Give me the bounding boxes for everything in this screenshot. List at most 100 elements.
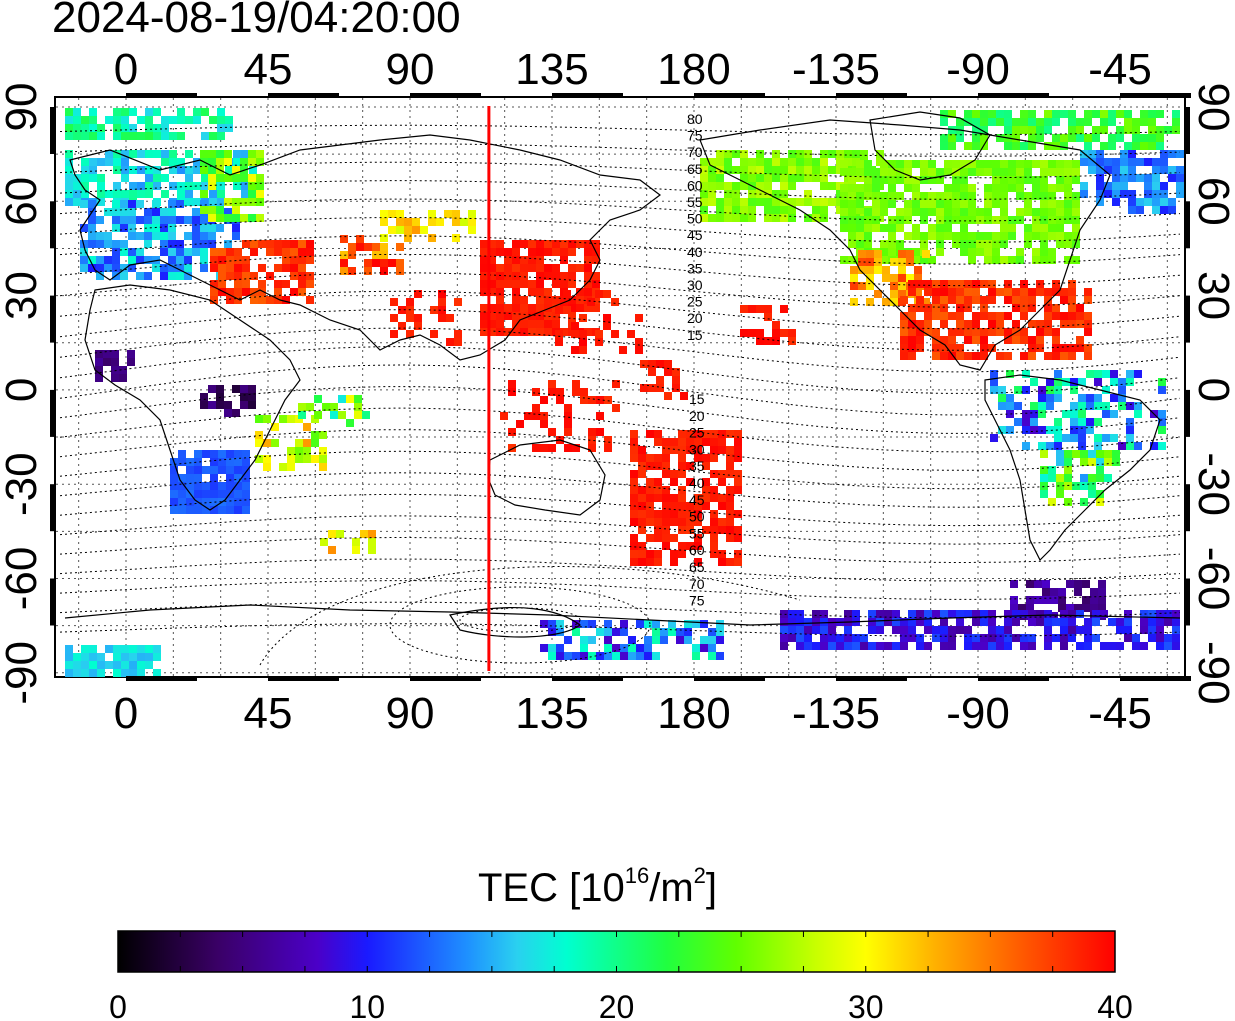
tec-cell	[298, 256, 306, 264]
tec-cell	[906, 258, 914, 266]
tec-cell	[980, 296, 988, 304]
contour-line	[59, 180, 1181, 200]
tec-cell	[972, 352, 980, 360]
tec-cell	[788, 150, 796, 158]
tec-cell	[250, 248, 258, 256]
tec-cell	[980, 134, 988, 142]
tec-cell	[1032, 160, 1040, 168]
tec-cell	[248, 385, 256, 393]
tec-cell	[1072, 232, 1080, 240]
tec-cell	[948, 312, 956, 320]
tec-cell	[512, 304, 520, 312]
tec-cell	[904, 168, 912, 176]
tec-cell	[872, 184, 880, 192]
tec-cell	[1050, 588, 1058, 596]
tec-cell	[612, 644, 620, 652]
tec-cell	[734, 430, 742, 438]
tec-cell	[248, 198, 256, 206]
tec-cell	[595, 338, 603, 346]
tec-cell	[1148, 110, 1156, 118]
tec-cell	[1020, 642, 1028, 650]
tec-cell	[1068, 610, 1076, 618]
tec-cell	[185, 198, 193, 206]
tec-cell	[1132, 118, 1140, 126]
tec-cell	[396, 259, 404, 267]
tec-cell	[121, 158, 129, 166]
tec-cell	[1084, 296, 1092, 304]
tec-cell	[406, 330, 414, 338]
tec-cell	[672, 368, 680, 376]
tec-cell	[884, 610, 892, 618]
tec-cell	[988, 618, 996, 626]
tec-cell	[880, 256, 888, 264]
tec-cell	[812, 618, 820, 626]
tec-cell	[1068, 312, 1076, 320]
tec-cell	[319, 431, 327, 439]
tec-cell	[500, 412, 508, 420]
tec-cell	[694, 438, 702, 446]
tec-cell	[686, 438, 694, 446]
tec-cell	[1056, 224, 1064, 232]
tec-cell	[844, 626, 852, 634]
contour-line	[59, 124, 1181, 136]
tec-cell	[242, 466, 250, 474]
tec-cell	[303, 455, 311, 463]
tec-cell	[120, 248, 128, 256]
tec-cell	[1014, 386, 1022, 394]
tec-cell	[670, 446, 678, 454]
tec-cell	[890, 258, 898, 266]
tec-cell	[944, 160, 952, 168]
tec-cell	[678, 462, 686, 470]
tec-cell	[319, 455, 327, 463]
top-longitude-labels: 0 45 90 135 180 -135 -90 -45	[114, 45, 1152, 94]
tec-cell	[1074, 580, 1082, 588]
tec-cell	[65, 661, 73, 669]
tec-cell	[256, 190, 264, 198]
tec-cell	[635, 314, 643, 322]
tec-cell	[1128, 198, 1136, 206]
tec-cell	[1064, 240, 1072, 248]
tec-cell	[716, 206, 724, 214]
tec-cell	[900, 312, 908, 320]
tec-cell	[796, 642, 804, 650]
tec-cell	[388, 210, 396, 218]
tec-cell	[740, 182, 748, 190]
tec-cell	[380, 267, 388, 275]
tec-cell	[880, 176, 888, 184]
tec-cell	[972, 280, 980, 288]
tec-cell	[1078, 418, 1086, 426]
tec-cell	[1032, 176, 1040, 184]
tec-cell	[888, 200, 896, 208]
tec-cell	[193, 198, 201, 206]
tec-cell	[242, 506, 250, 514]
tec-cell	[876, 626, 884, 634]
tec-cell	[940, 352, 948, 360]
tec-cell	[572, 380, 580, 388]
tec-cell	[460, 218, 468, 226]
tec-cell	[556, 652, 564, 660]
tec-cell	[672, 376, 680, 384]
tec-cell	[552, 312, 560, 320]
tec-cell	[940, 134, 948, 142]
tec-cell	[630, 542, 638, 550]
tec-cell	[1112, 450, 1120, 458]
tec-cell	[603, 314, 611, 322]
tec-cell	[1076, 626, 1084, 634]
tec-cell	[209, 132, 217, 140]
tec-cell	[1152, 198, 1160, 206]
tec-cell	[916, 618, 924, 626]
tec-cell	[796, 166, 804, 174]
frame-band	[268, 93, 339, 98]
tec-cell	[872, 192, 880, 200]
tec-cell	[956, 618, 964, 626]
frame-band	[410, 93, 481, 98]
tec-cell	[866, 298, 874, 306]
tec-cell	[113, 124, 121, 132]
tec-cell	[796, 634, 804, 642]
tec-cell	[670, 558, 678, 566]
tec-cell	[1012, 296, 1020, 304]
tec-cell	[662, 542, 670, 550]
tec-cell	[145, 116, 153, 124]
tec-cell	[856, 184, 864, 192]
tec-cell	[208, 206, 216, 214]
